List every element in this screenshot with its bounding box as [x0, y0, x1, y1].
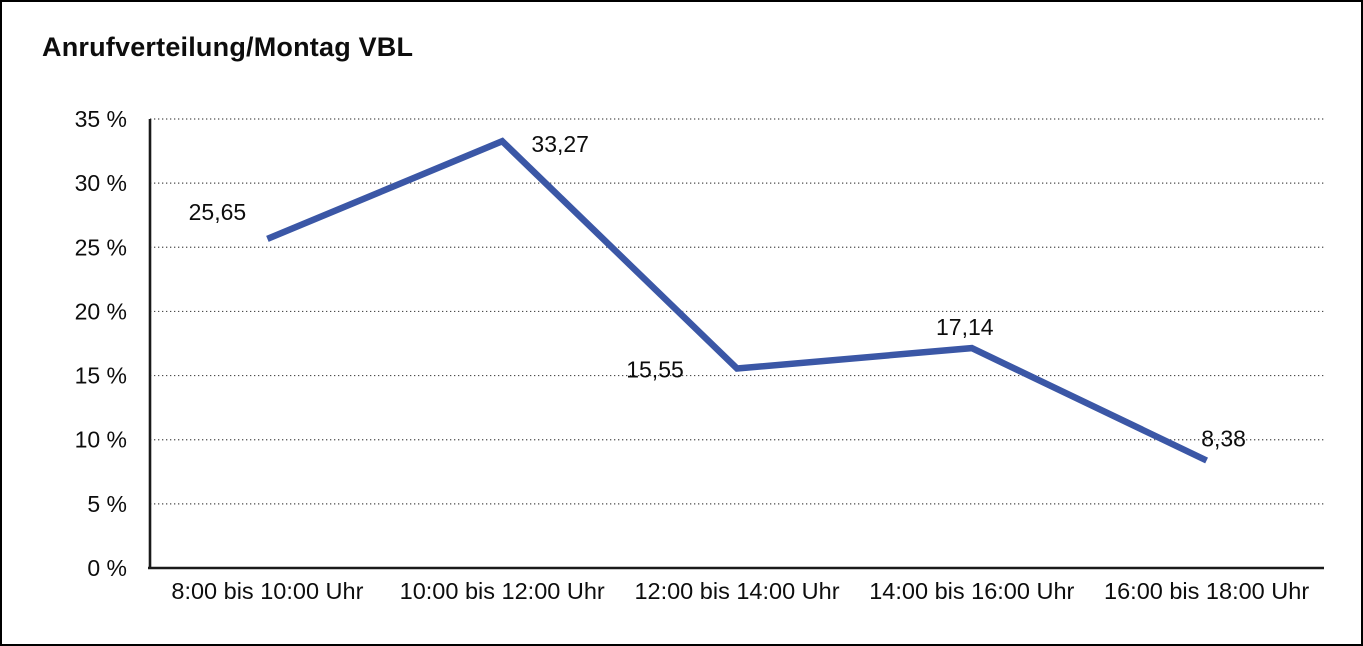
data-point-label: 25,65: [189, 199, 247, 225]
x-tick-label: 14:00 bis 16:00 Uhr: [869, 578, 1074, 604]
y-tick-label: 0 %: [87, 555, 127, 581]
y-tick-label: 10 %: [75, 427, 127, 453]
data-point-label: 8,38: [1201, 425, 1246, 451]
x-tick-label: 12:00 bis 14:00 Uhr: [634, 578, 839, 604]
data-point-label: 15,55: [626, 357, 684, 383]
x-tick-label: 16:00 bis 18:00 Uhr: [1104, 578, 1309, 604]
data-series-line: [266, 137, 1209, 464]
x-tick-label: 10:00 bis 12:00 Uhr: [400, 578, 605, 604]
y-tick-label: 25 %: [75, 234, 127, 260]
data-point-label: 17,14: [936, 314, 994, 340]
y-tick-label: 35 %: [75, 106, 127, 132]
chart-title: Anrufverteilung/Montag VBL: [42, 32, 414, 62]
y-tick-label: 30 %: [75, 170, 127, 196]
y-tick-label: 15 %: [75, 363, 127, 389]
y-tick-label: 20 %: [75, 298, 127, 324]
x-tick-label: 8:00 bis 10:00 Uhr: [171, 578, 363, 604]
y-tick-label: 5 %: [87, 491, 127, 517]
data-point-label: 33,27: [531, 131, 589, 157]
